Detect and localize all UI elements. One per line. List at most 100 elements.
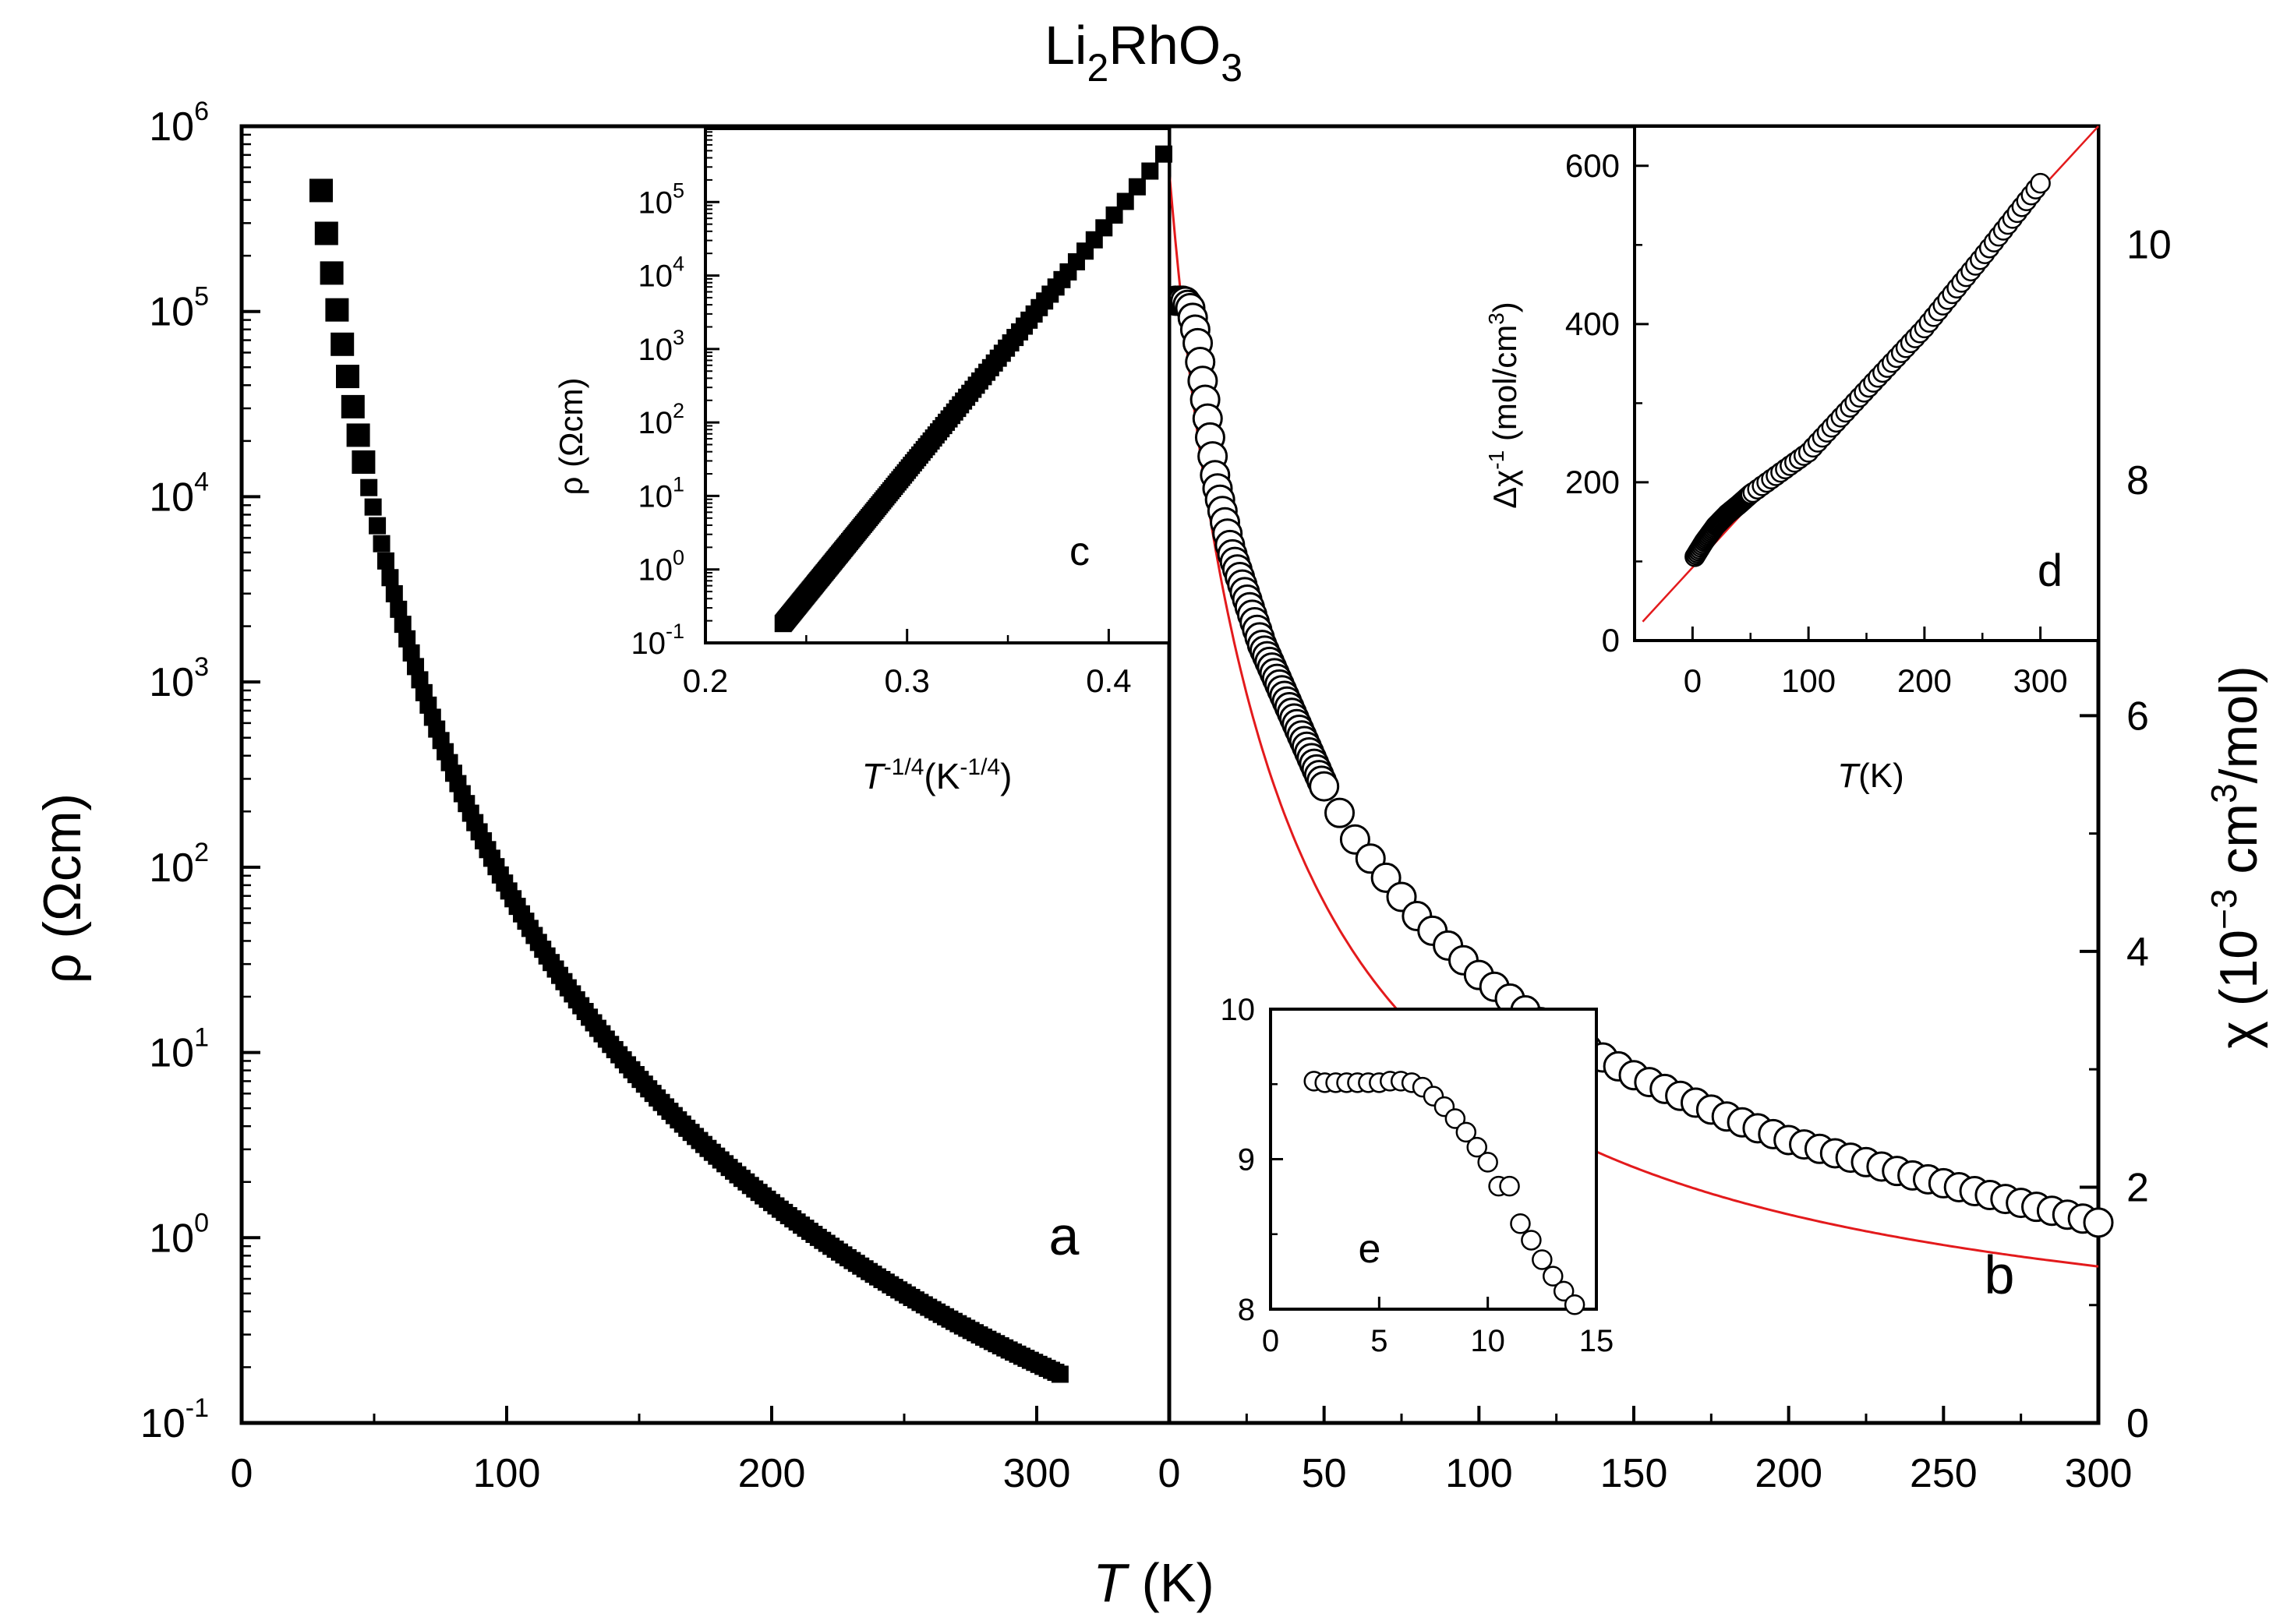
panel-a-data-point bbox=[336, 365, 359, 389]
panel-b-x-tick-label: 0 bbox=[1158, 1451, 1181, 1496]
panel-a-data-point bbox=[402, 644, 420, 662]
panel-b-y-tick-label: 8 bbox=[2126, 458, 2149, 503]
panel-b-x-tick-label: 250 bbox=[1910, 1451, 1978, 1496]
panel-a-data-point bbox=[346, 423, 370, 447]
inset-c-frame bbox=[704, 127, 1171, 644]
inset-e-y-tick-label: 8 bbox=[1238, 1293, 1255, 1327]
panel-a-data-point bbox=[385, 584, 403, 602]
panel-a-y-tick-label: 102 bbox=[149, 838, 209, 891]
inset-c-y-tick-label: 103 bbox=[638, 326, 684, 367]
inset-c-y-ticks: 10-1 100 101 102 103 104 105 bbox=[631, 178, 719, 661]
x-axis-title: T (K) bbox=[1093, 1552, 1214, 1613]
inset-c-y-tick-label: 105 bbox=[638, 178, 684, 220]
inset-e-label: e bbox=[1359, 1227, 1381, 1272]
inset-e-x-tick-label: 15 bbox=[1579, 1324, 1614, 1358]
panel-a-label: a bbox=[1049, 1206, 1080, 1266]
panel-a-y-tick-label: 101 bbox=[149, 1023, 209, 1076]
panel-a-x-tick-label: 200 bbox=[738, 1451, 806, 1496]
inset-e-data-point bbox=[1564, 1294, 1585, 1315]
panel-b-curie-weiss-fit-line bbox=[1168, 171, 2099, 1268]
inset-c-label: c bbox=[1069, 529, 1090, 574]
panel-b-data-point bbox=[1324, 797, 1356, 828]
inset-d-y-ticks: 0 200 400 600 bbox=[1565, 147, 1649, 658]
inset-e-data-point bbox=[1510, 1213, 1531, 1234]
panel-a-y-tick-label: 100 bbox=[149, 1208, 209, 1261]
panel-a-data-point bbox=[352, 450, 376, 474]
panel-b-y-tick-label: 4 bbox=[2126, 930, 2149, 975]
panel-a-resistivity-points bbox=[309, 178, 1069, 1383]
right-y-axis-title: χ (10−3 cm3/mol) bbox=[2204, 665, 2268, 1049]
inset-c-points bbox=[774, 145, 1172, 633]
inset-d-x-ticks: 0 100 200 300 bbox=[1684, 627, 2068, 699]
panel-a-data-point bbox=[373, 535, 391, 553]
panel-a-data-point bbox=[360, 478, 378, 496]
panel-a-data-point bbox=[341, 394, 365, 418]
inset-c-y-title: ρ (Ωcm) bbox=[553, 378, 589, 496]
panel-a-data-point bbox=[394, 616, 412, 634]
inset-d-data-point bbox=[2030, 172, 2051, 194]
panel-a-data-point bbox=[398, 630, 416, 648]
inset-e-data-point bbox=[1444, 1108, 1466, 1129]
panel-b-y-tick-label: 6 bbox=[2126, 694, 2149, 739]
panel-b-data-point bbox=[1309, 771, 1340, 802]
inset-c-data-point bbox=[1116, 192, 1134, 210]
inset-e-y-tick-label: 9 bbox=[1238, 1143, 1255, 1177]
panel-a-data-point bbox=[407, 658, 425, 676]
inset-c-data-point bbox=[1128, 178, 1146, 196]
inset-d-x-title: T(K) bbox=[1837, 757, 1904, 795]
inset-c-y-tick-label: 101 bbox=[638, 472, 684, 514]
panel-a-data-point bbox=[314, 221, 338, 245]
left-y-axis-title: ρ (Ωcm) bbox=[33, 793, 92, 983]
inset-c-minor-ticks bbox=[705, 131, 712, 622]
inset-c-x-ticks: 0.2 0.3 0.4 bbox=[683, 629, 1132, 699]
inset-c-x-tick-label: 0.4 bbox=[1086, 662, 1131, 699]
inset-c-data-point bbox=[1141, 162, 1159, 180]
panel-a-x-ticks: 0 100 200 300 bbox=[231, 1406, 1071, 1496]
panel-a-x-tick-label: 300 bbox=[1003, 1451, 1071, 1496]
panel-a-data-point bbox=[331, 332, 355, 356]
panel-a-y-tick-label: 105 bbox=[149, 282, 209, 335]
panel-a-y-tick-label: 104 bbox=[149, 467, 209, 520]
inset-c-y-tick-label: 10-1 bbox=[631, 620, 684, 661]
inset-e-data-point bbox=[1553, 1280, 1575, 1302]
inset-e-data-point bbox=[1543, 1266, 1564, 1287]
panel-a-y-tick-label: 103 bbox=[149, 652, 209, 705]
panel-a-data-point bbox=[390, 600, 408, 618]
inset-e-points bbox=[1303, 1071, 1585, 1315]
inset-d-points bbox=[1684, 172, 2051, 567]
inset-d-x-tick-label: 100 bbox=[1781, 662, 1836, 699]
inset-d-y-tick-label: 0 bbox=[1602, 622, 1620, 658]
panel-b-x-ticks: 0 50 100 150 200 250 300 bbox=[1158, 1406, 2132, 1496]
panel-a-data-point bbox=[325, 298, 349, 322]
inset-e-y-tick-label: 10 bbox=[1221, 993, 1256, 1027]
inset-c-data-point bbox=[1154, 145, 1172, 163]
inset-c: 0.2 0.3 0.4 10-1 100 101 102 103 104 105 c ρ (Ωc… bbox=[553, 127, 1172, 796]
panel-b-data-point bbox=[2083, 1207, 2114, 1238]
inset-c-y-tick-label: 104 bbox=[638, 252, 684, 294]
inset-d-y-tick-label: 200 bbox=[1565, 464, 1620, 500]
panel-a-data-point bbox=[369, 517, 387, 535]
inset-c-y-tick-label: 100 bbox=[638, 546, 684, 588]
inset-e-y-ticks: 8 9 10 bbox=[1221, 993, 1283, 1327]
inset-d: 0 100 200 300 0 200 400 600 d Δχ-1 (mol/cm3) T… bbox=[1484, 125, 2100, 795]
inset-e-x-tick-label: 0 bbox=[1262, 1324, 1279, 1358]
inset-c-x-tick-label: 0.2 bbox=[683, 662, 728, 699]
panel-a-data-point bbox=[320, 261, 344, 285]
panel-a-data-point bbox=[381, 569, 399, 587]
inset-e-x-tick-label: 10 bbox=[1470, 1324, 1505, 1358]
panel-b-x-tick-label: 200 bbox=[1755, 1451, 1822, 1496]
panel-b-y-tick-label: 10 bbox=[2126, 222, 2172, 267]
panel-a-y-tick-label: 10-1 bbox=[140, 1393, 209, 1446]
inset-d-x-tick-label: 200 bbox=[1897, 662, 1952, 699]
inset-e-data-point bbox=[1477, 1152, 1498, 1173]
panel-b-x-tick-label: 50 bbox=[1302, 1451, 1347, 1496]
panel-a: 0 100 200 300 10-1 100 101 102 103 104 105 106 a bbox=[140, 97, 1080, 1496]
inset-c-x-tick-label: 0.3 bbox=[885, 662, 930, 699]
panel-a-y-ticks: 10-1 100 101 102 103 104 105 106 bbox=[140, 97, 260, 1446]
panel-a-data-point bbox=[376, 552, 394, 570]
inset-e-x-tick-label: 5 bbox=[1370, 1324, 1387, 1358]
inset-e-data-point bbox=[1532, 1249, 1553, 1270]
panel-b-label: b bbox=[1985, 1244, 2015, 1305]
inset-c-x-title: T-1/4(K-1/4) bbox=[862, 754, 1013, 796]
